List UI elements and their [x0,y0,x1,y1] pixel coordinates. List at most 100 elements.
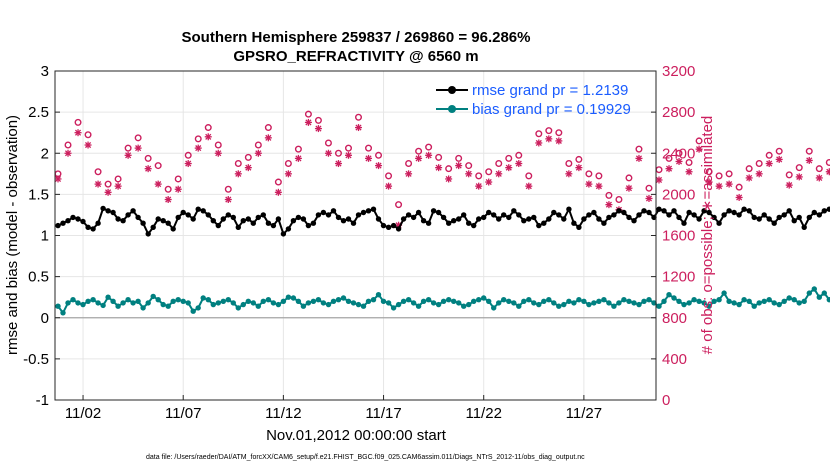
possible-obs-marker [605,191,613,199]
rmse-point [486,209,492,216]
assimilated-obs-stroke [315,125,322,132]
bias-point [546,297,552,303]
rmse-point [701,208,707,214]
assimilated-obs-marker [675,157,683,165]
bias-point [471,298,477,304]
bias-point [751,303,757,309]
x-tick-label: 11/27 [566,405,602,422]
legend: rmse grand pr = 1.2139 bias grand pr = 0… [436,82,631,118]
right-tick-label: 400 [662,351,687,368]
bias-point [451,298,457,304]
assimilated-obs-marker [415,154,423,162]
assimilated-obs-marker [74,129,82,137]
rmse-point [771,220,777,226]
rmse-point [546,216,552,222]
rmse-point [741,206,747,212]
assimilated-obs-stroke [796,173,803,180]
assimilated-obs-stroke [145,165,152,172]
rmse-point [310,220,317,226]
rmse-point [736,212,742,218]
rmse-point [385,224,392,230]
assimilated-obs-marker [775,155,783,163]
bias-point [531,300,537,306]
rmse-point [461,212,467,218]
bias-point [80,301,86,308]
bias-point [225,297,231,303]
assimilated-obs-stroke [295,155,302,162]
possible-obs-marker [284,160,292,168]
bias-point [125,297,131,303]
bias-point [115,303,121,309]
assimilated-obs-stroke [776,156,783,163]
possible-obs-marker [74,118,82,126]
bias-point [375,292,382,298]
bias-point [481,295,487,301]
rmse-point [746,208,752,214]
bias-series [55,286,830,316]
assimilated-obs-marker [505,164,513,172]
bias-point [591,300,597,306]
right-tick-label: 1200 [662,269,695,286]
rmse-point [95,220,101,226]
possible-obs-marker [154,162,162,170]
assimilated-obs-marker [375,162,383,170]
assimilated-obs-stroke [165,196,172,203]
bias-point [801,298,807,304]
possible-obs-marker [365,144,373,152]
assimilated-obs-stroke [235,170,242,177]
assimilated-obs-stroke [245,164,252,171]
rmse-point [185,212,191,218]
bias-point [135,298,141,304]
rmse-point [245,216,251,222]
right-tick-label: 2400 [662,145,695,162]
rmse-point [721,212,727,218]
bias-point [736,301,742,308]
rmse-point [541,220,547,226]
bias-point [270,300,277,306]
left-tick-label: 2.5 [28,104,49,121]
rmse-point [295,214,302,221]
assimilated-obs-marker [625,184,633,192]
rmse-point [230,214,236,221]
rmse-point [446,220,452,226]
assimilated-obs-marker [144,165,152,173]
possible-obs-marker [84,131,92,139]
bias-point [536,301,542,308]
rmse-point [526,216,532,222]
rmse-point [335,214,342,221]
bias-point [776,301,782,308]
rmse-point [415,209,422,216]
assimilated-obs-marker [595,182,603,190]
possible-obs-marker [485,168,493,176]
assimilated-obs-stroke [655,176,663,184]
assimilated-obs-marker [795,173,803,181]
bias-point [791,297,797,303]
bias-point [370,297,377,303]
bias-point [516,303,522,309]
bias-point [581,298,587,304]
assimilated-obs-marker [705,178,713,186]
bias-point [240,301,246,308]
assimilated-obs-stroke [285,170,292,177]
bias-point [746,298,752,304]
bias-point [205,297,211,303]
rmse-point [440,214,447,221]
bias-point [415,303,422,309]
rmse-point [260,212,266,218]
x-tick-label: 11/12 [265,405,301,422]
assimilated-obs-stroke [445,175,452,183]
rmse-point [661,208,667,214]
bias-point [706,303,712,309]
bias-point [245,298,251,304]
assimilated-obs-marker [284,170,292,178]
rmse-point [491,212,497,218]
bias-point [215,300,221,306]
bias-point [105,294,111,300]
rmse-point [290,218,297,224]
assimilated-obs-marker [745,174,753,182]
rmse-point [70,214,76,221]
assimilated-obs-marker [475,182,483,190]
assimilated-obs-stroke [405,170,412,177]
rmse-point [776,214,782,221]
assimilated-obs-stroke [665,165,673,172]
